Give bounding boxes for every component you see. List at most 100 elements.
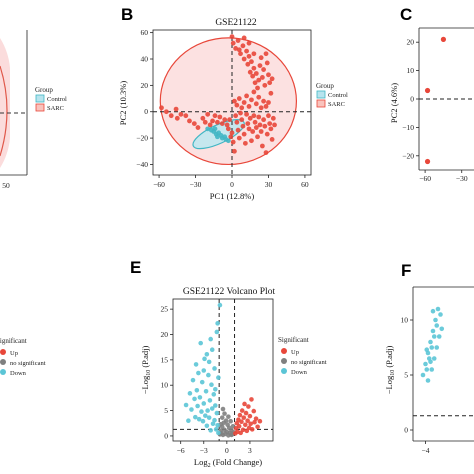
point-sarc (259, 75, 265, 80)
point-sarc (263, 150, 269, 155)
point-sarc (247, 115, 253, 121)
point-sarc (245, 121, 251, 126)
point-sarc (244, 93, 249, 99)
point-down (214, 329, 220, 335)
point-sarc (232, 148, 237, 154)
pca-left-partial-panel: 50 Group Control SARC (0, 30, 67, 190)
legend-label-up: Up (10, 350, 18, 357)
confidence-ellipses (159, 37, 298, 166)
point-down (190, 377, 196, 383)
x-tick-label: 0 (230, 180, 234, 189)
y-tick-label: −20 (402, 151, 414, 160)
point-sarc (253, 101, 259, 107)
legend-swatch-no-significant (281, 358, 287, 364)
point-sarc (252, 119, 258, 125)
point-sarc (246, 53, 252, 59)
legend-item-control: Control (316, 90, 348, 99)
point-down (206, 359, 212, 365)
point-sarc (251, 113, 257, 119)
data-points (420, 306, 445, 383)
point-sarc (163, 109, 169, 115)
ellipse-sarc (159, 37, 298, 166)
point-sarc (233, 113, 239, 119)
y-tick-label: 60 (141, 28, 149, 37)
point-no-significant (223, 418, 229, 424)
point-sarc (217, 114, 223, 120)
point-sarc (241, 100, 247, 105)
point-sarc (250, 129, 256, 134)
point-sarc (251, 51, 257, 57)
point-down (214, 410, 220, 416)
data-points (424, 36, 447, 165)
point-down (216, 375, 221, 380)
point-sarc (440, 36, 447, 42)
legend-swatch-down (0, 369, 6, 375)
plot-frame (172, 298, 274, 442)
point-sarc (252, 80, 258, 86)
point-sarc (246, 40, 252, 46)
point-down (434, 345, 440, 350)
data-points (159, 34, 277, 155)
point-no-significant (220, 406, 226, 412)
point-sarc (259, 143, 265, 149)
y-tick-label: −10 (402, 123, 414, 132)
point-sarc (246, 104, 252, 109)
point-sarc (245, 61, 251, 67)
point-control (212, 126, 218, 132)
point-no-significant (222, 411, 227, 416)
point-down (197, 395, 203, 400)
y-tick-label: 20 (141, 81, 149, 90)
legend-item-down: Down (281, 368, 308, 376)
point-sarc (241, 35, 247, 41)
point-sarc (266, 100, 271, 105)
point-sarc (268, 90, 274, 96)
point-sarc (261, 117, 266, 123)
chart-title: GSE21122 Volcano Plot (183, 287, 276, 297)
point-down (201, 401, 207, 406)
point-up (241, 415, 247, 420)
point-down (195, 403, 200, 409)
point-down (438, 312, 443, 317)
point-sarc (230, 139, 236, 145)
pca-left-ellipse-edge (0, 65, 8, 157)
point-control (205, 126, 211, 132)
point-down (199, 379, 205, 385)
point-down (192, 396, 197, 402)
point-sarc (235, 127, 241, 133)
legend-item-no-significant: no significant (281, 358, 327, 366)
panel-letter-e: E (130, 258, 141, 277)
point-down (425, 378, 431, 383)
legend-title: Group (316, 82, 334, 90)
legend-swatch-no-significant (0, 359, 6, 365)
point-down (424, 347, 430, 353)
point-down (213, 427, 219, 432)
point-sarc (272, 122, 277, 128)
point-down (204, 423, 210, 429)
legend-swatch-down (281, 368, 287, 374)
x-tick-label: −30 (190, 180, 202, 189)
point-down (211, 392, 217, 397)
point-down (431, 334, 437, 339)
point-sarc (183, 113, 189, 119)
point-sarc (258, 129, 264, 134)
point-down (203, 389, 209, 394)
point-down (202, 356, 207, 362)
reference-lines (153, 30, 311, 175)
point-up (243, 422, 248, 428)
legend-item-sarc: SARC (316, 99, 345, 108)
point-sarc (267, 121, 273, 126)
point-no-significant (226, 414, 231, 419)
point-down (428, 339, 433, 345)
y-tick-label: 15 (161, 355, 169, 364)
point-sarc (424, 87, 431, 94)
point-up (246, 404, 251, 409)
point-down (201, 368, 207, 373)
y-tick-label: 5 (164, 406, 168, 415)
point-sarc (263, 51, 269, 57)
point-sarc (269, 137, 275, 142)
point-down (429, 367, 435, 372)
pca-left-ellipse-fill (0, 38, 10, 168)
point-sarc (191, 121, 197, 126)
legend-label-down: Down (291, 369, 308, 376)
